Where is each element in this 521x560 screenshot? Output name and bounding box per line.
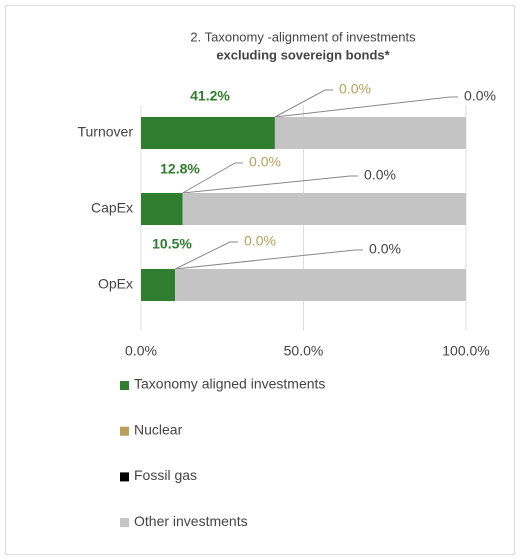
chart-title: 2. Taxonomy -alignment of investments bbox=[190, 29, 416, 44]
leader-line bbox=[274, 96, 458, 118]
value-label: 0.0% bbox=[339, 81, 371, 97]
x-tick-label: 0.0% bbox=[125, 343, 157, 359]
leader-line bbox=[174, 241, 238, 270]
bar-segment bbox=[274, 117, 466, 149]
value-label: 10.5% bbox=[152, 236, 192, 252]
bar-segment bbox=[182, 193, 466, 225]
bar-segment bbox=[141, 193, 183, 225]
leader-line bbox=[182, 175, 358, 194]
y-tick-label: OpEx bbox=[98, 276, 133, 292]
value-label: 0.0% bbox=[464, 88, 496, 104]
value-label: 0.0% bbox=[369, 241, 401, 257]
chart-subtitle: excluding sovereign bonds* bbox=[216, 47, 390, 62]
value-label: 0.0% bbox=[244, 233, 276, 249]
legend-swatch bbox=[120, 381, 129, 390]
legend-label: Nuclear bbox=[134, 421, 183, 437]
legend-label: Fossil gas bbox=[134, 467, 197, 483]
legend-swatch bbox=[120, 426, 129, 436]
leader-line bbox=[182, 162, 243, 194]
bar-segment bbox=[141, 117, 275, 149]
legend-swatch bbox=[120, 472, 129, 482]
value-label: 0.0% bbox=[364, 167, 396, 183]
y-tick-label: CapEx bbox=[91, 200, 133, 216]
legend-swatch bbox=[120, 518, 129, 528]
leader-line bbox=[274, 89, 333, 118]
legend-label: Taxonomy aligned investments bbox=[134, 376, 325, 392]
y-tick-label: Turnover bbox=[77, 124, 133, 140]
value-label: 41.2% bbox=[190, 88, 230, 104]
leader-line bbox=[175, 249, 363, 270]
x-tick-label: 100.0% bbox=[442, 343, 489, 359]
value-label: 12.8% bbox=[160, 161, 200, 177]
legend-label: Other investments bbox=[134, 513, 248, 529]
x-tick-label: 50.0% bbox=[284, 343, 324, 359]
bar-segment bbox=[175, 269, 466, 301]
bar-segment bbox=[141, 269, 176, 301]
value-label: 0.0% bbox=[249, 154, 281, 170]
